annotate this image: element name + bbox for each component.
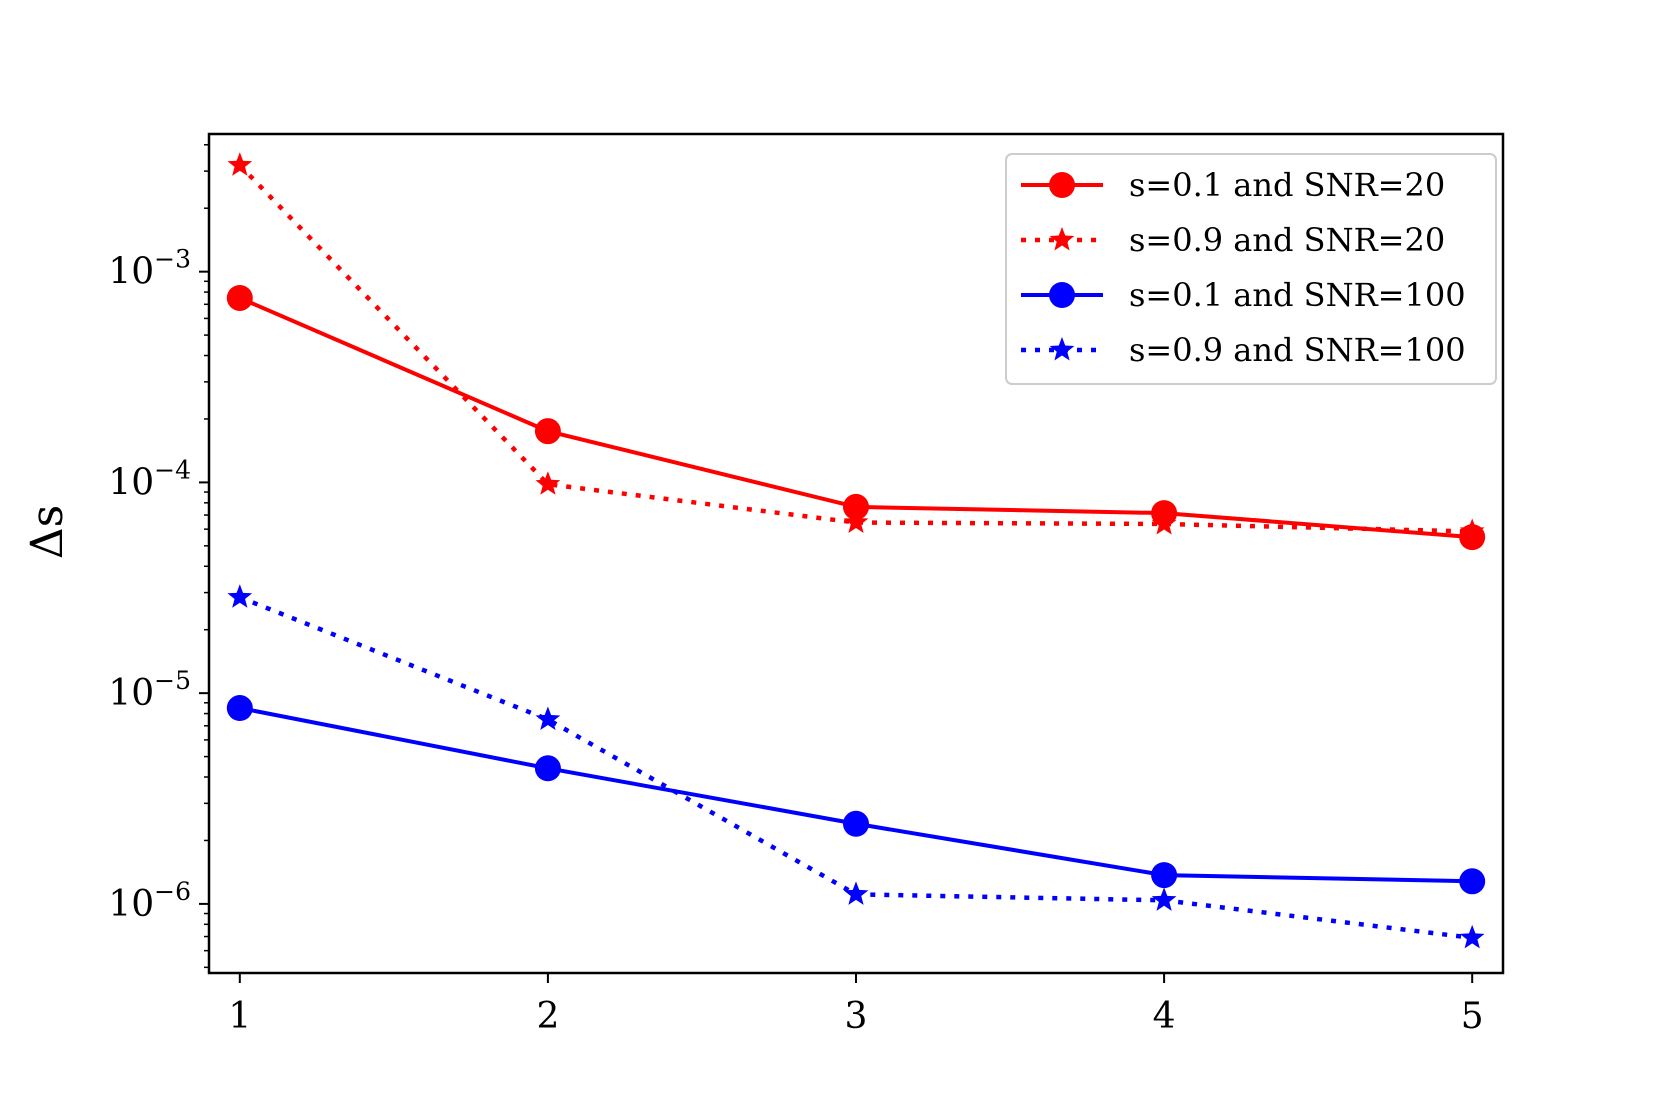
data-point [226,284,253,311]
y-tick-label: 10−3 [108,245,191,293]
data-point [1459,868,1486,895]
data-point [843,509,869,534]
y-tick-exponent: −3 [154,245,191,274]
legend-entry: s=0.1 and SNR=20 [1021,166,1445,204]
y-tick-exponent: −6 [154,877,191,906]
data-point [1151,510,1177,535]
data-point [535,706,561,730]
legend-entry: s=0.9 and SNR=100 [1021,331,1466,369]
x-axis: 1 2 3 4 5 [228,973,1484,1037]
x-tick-label: 5 [1461,996,1484,1037]
legend-marker [1049,227,1075,251]
data-point [227,584,253,608]
y-tick-base: 10 [108,884,154,925]
data-point [1459,518,1485,542]
y-tick-exponent: −4 [154,455,191,484]
data-point [226,695,253,722]
data-point [843,810,869,837]
series-layer [226,152,1486,949]
data-point [535,471,561,495]
x-tick-label: 4 [1153,996,1176,1037]
legend-marker [1049,337,1075,361]
legend-entry: s=0.9 and SNR=20 [1021,221,1445,259]
data-point [843,493,869,520]
data-point [1151,862,1178,889]
series-3 [226,695,1486,895]
data-point [1459,924,1485,949]
legend-marker [1049,282,1075,308]
legend-marker [1049,172,1075,198]
legend-label: s=0.9 and SNR=20 [1129,221,1445,259]
legend-entry: s=0.1 and SNR=100 [1021,276,1466,314]
y-tick-label: 10−4 [108,455,191,503]
y-tick-exponent: −5 [154,666,191,695]
x-tick-label: 2 [536,996,559,1037]
y-tick-base: 10 [108,462,154,503]
series-line [238,163,1473,534]
y-axis-label: Δs [22,505,73,559]
data-point [534,755,561,782]
y-tick-base: 10 [108,252,154,293]
x-tick-label: 3 [845,996,868,1037]
data-point [227,152,253,176]
y-tick-label: 10−5 [108,666,191,714]
series-1 [226,284,1486,551]
legend-label: s=0.1 and SNR=100 [1129,276,1466,314]
data-point [534,418,561,445]
series-4 [227,584,1485,949]
x-tick-label: 1 [228,996,251,1037]
y-tick-base: 10 [108,673,154,714]
data-point [843,881,869,905]
series-2 [227,152,1485,542]
series-line [239,706,1473,884]
y-tick-label: 10−6 [108,877,191,925]
legend: s=0.1 and SNR=20 s=0.9 and SNR=20 s=0.1 an… [1005,153,1497,385]
legend-box [1005,153,1497,385]
data-point [1151,887,1177,911]
legend-label: s=0.1 and SNR=20 [1129,166,1445,204]
legend-label: s=0.9 and SNR=100 [1129,331,1466,369]
y-axis: 10−610−510−410−3 [108,245,209,925]
